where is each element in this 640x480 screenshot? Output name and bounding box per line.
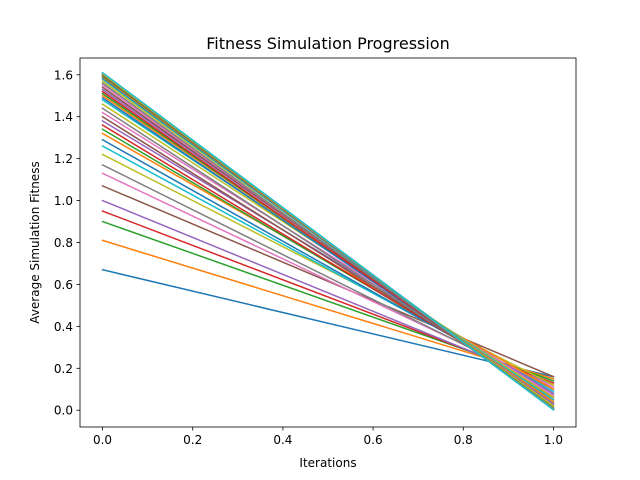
x-tick-label: 0.2 bbox=[183, 433, 202, 447]
y-tick-label: 0.2 bbox=[54, 362, 73, 376]
series-line-2 bbox=[101, 239, 555, 380]
y-tick-label: 0.4 bbox=[54, 320, 73, 334]
y-tick-label: 1.4 bbox=[54, 110, 73, 124]
plot-lines bbox=[101, 71, 555, 411]
y-tick-label: 0.0 bbox=[54, 404, 73, 418]
x-axis-ticks: 0.0 0.2 0.4 0.6 0.8 1.0 bbox=[93, 427, 563, 447]
y-axis-label: Average Simulation Fitness bbox=[28, 161, 42, 323]
series-line-6 bbox=[101, 184, 555, 378]
y-tick-label: 1.0 bbox=[54, 194, 73, 208]
y-axis-ticks: 0.0 0.2 0.4 0.6 0.8 1.0 1.2 1.4 1.6 bbox=[54, 68, 80, 418]
y-tick-label: 0.8 bbox=[54, 236, 73, 250]
chart-title: Fitness Simulation Progression bbox=[206, 34, 449, 53]
x-axis-label: Iterations bbox=[299, 456, 356, 470]
y-tick-label: 0.6 bbox=[54, 278, 73, 292]
x-tick-label: 0.0 bbox=[93, 433, 112, 447]
x-tick-label: 1.0 bbox=[544, 433, 563, 447]
series-line-1 bbox=[101, 268, 555, 378]
x-tick-label: 0.6 bbox=[364, 433, 383, 447]
series-line-40 bbox=[101, 71, 555, 411]
x-tick-label: 0.8 bbox=[454, 433, 473, 447]
series-line-20 bbox=[101, 98, 555, 401]
y-tick-label: 1.2 bbox=[54, 152, 73, 166]
x-tick-label: 0.4 bbox=[273, 433, 292, 447]
y-tick-label: 1.6 bbox=[54, 68, 73, 82]
